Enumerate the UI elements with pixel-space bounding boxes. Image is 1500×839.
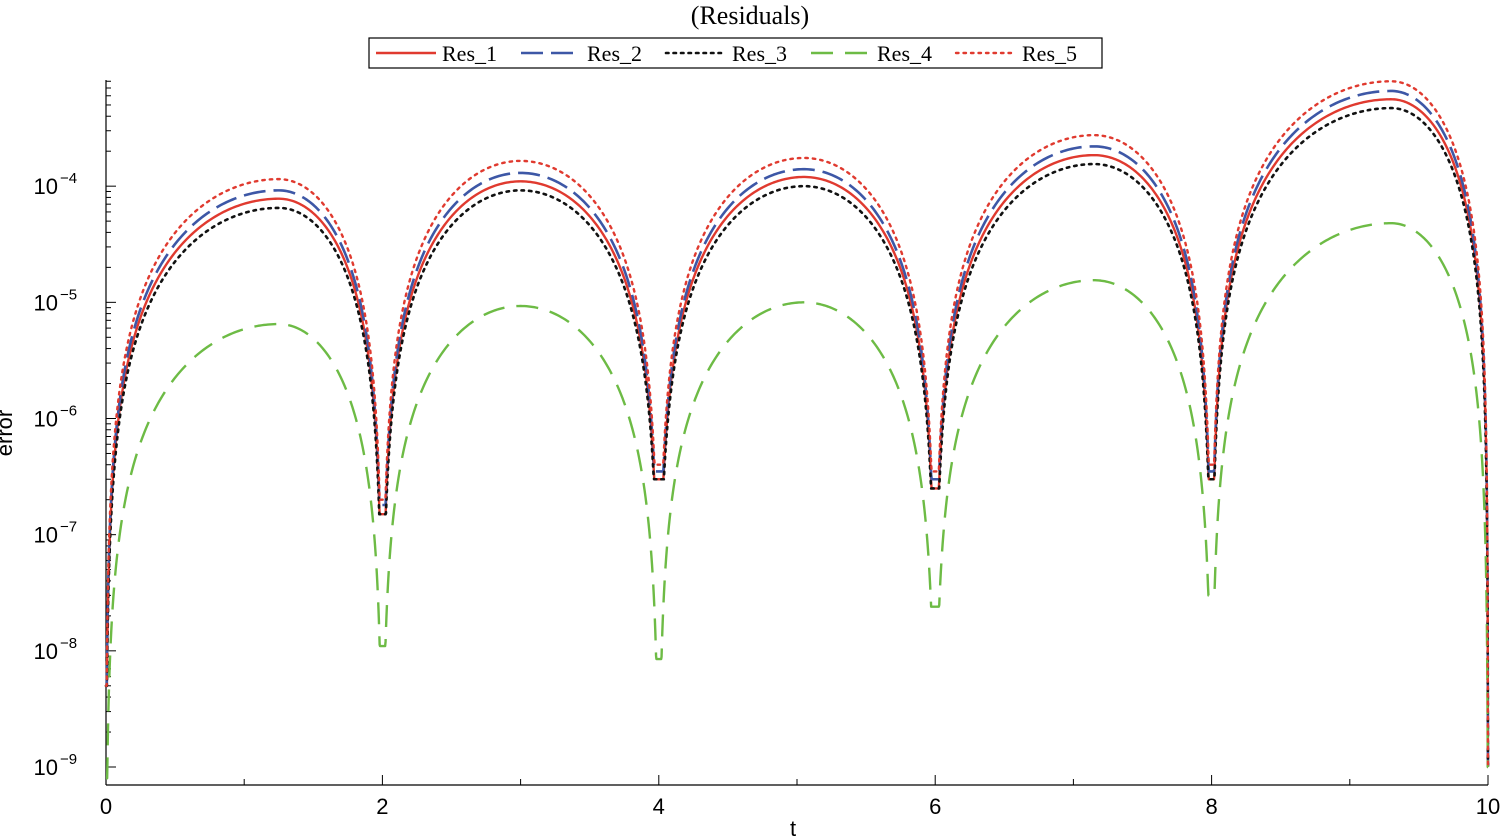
series-line-res-5 (104, 80, 1490, 769)
x-tick-label: 2 (376, 794, 388, 819)
y-tick-exponent: −7 (60, 519, 77, 536)
y-axis-label: error (0, 410, 17, 456)
legend-label: Res_4 (877, 41, 932, 66)
legend-label: Res_5 (1022, 41, 1077, 66)
x-axis-label: t (790, 816, 796, 839)
legend-label: Res_2 (587, 41, 642, 66)
y-tick-exponent: −6 (60, 403, 77, 420)
series-line-res-2 (104, 89, 1490, 769)
x-tick-label: 6 (929, 794, 941, 819)
x-tick-label: 0 (100, 794, 112, 819)
legend: Res_1 Res_2 Res_3 Res_4 Res_5 (368, 37, 1103, 69)
y-tick-exponent: −5 (60, 286, 77, 303)
chart-title: (Residuals) (691, 1, 809, 30)
legend-label: Res_1 (442, 41, 497, 66)
y-tick-label: 10 (34, 523, 58, 548)
x-tick-label: 4 (653, 794, 665, 819)
y-tick-label: 10 (34, 290, 58, 315)
series-line-res-3 (104, 106, 1490, 769)
x-tick-label: 8 (1205, 794, 1217, 819)
y-tick-exponent: −4 (60, 170, 77, 187)
series-line-res-1 (104, 98, 1490, 769)
y-tick-label: 10 (34, 755, 58, 780)
series-line-res-4 (104, 222, 1490, 780)
series-lines (104, 80, 1490, 780)
y-tick-label: 10 (34, 174, 58, 199)
y-tick-label: 10 (34, 407, 58, 432)
y-tick-exponent: −8 (60, 635, 77, 652)
y-tick-label: 10 (34, 639, 58, 664)
legend-label: Res_3 (732, 41, 787, 66)
y-tick-exponent: −9 (60, 751, 77, 768)
axes: 0 2 4 6 8 10 10−910−810−710−610−510−4 (34, 80, 1500, 819)
x-tick-label: 10 (1476, 794, 1500, 819)
